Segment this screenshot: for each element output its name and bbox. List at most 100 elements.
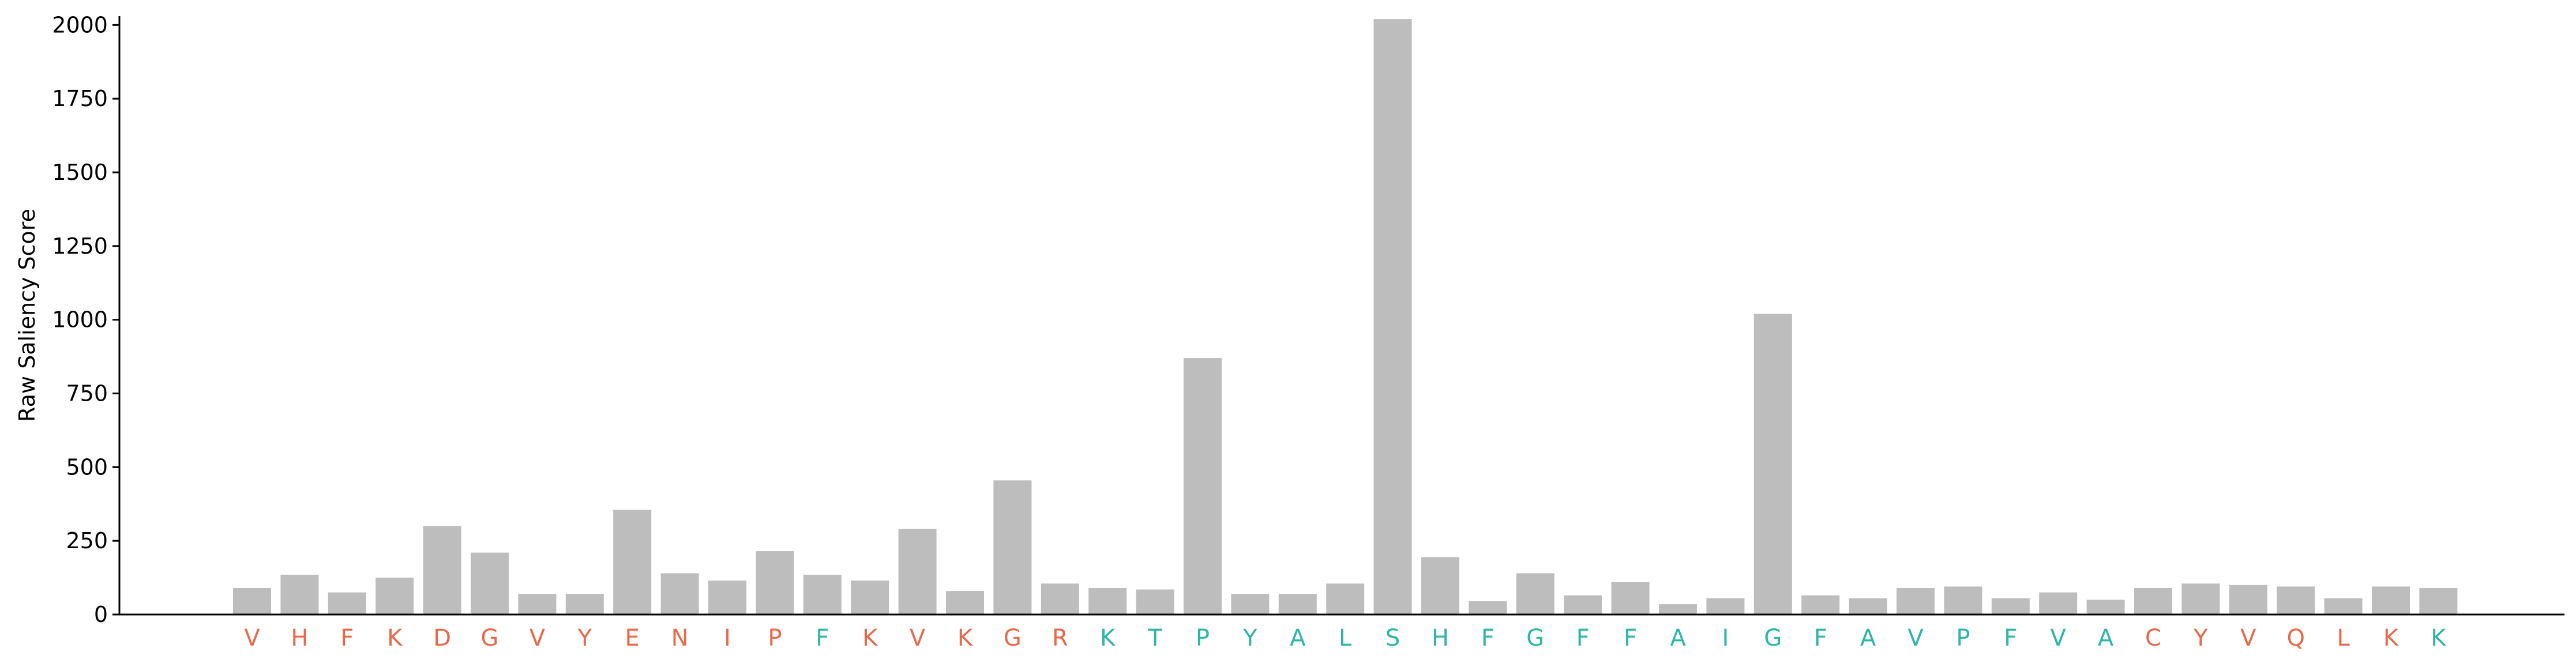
bar	[2134, 587, 2172, 615]
bar	[1041, 583, 1079, 615]
bar	[2372, 586, 2410, 615]
bar	[2181, 583, 2220, 615]
x-category-label: C	[2145, 625, 2161, 651]
x-category-label: F	[2004, 625, 2017, 651]
x-category-label: T	[1147, 625, 1162, 651]
x-category-label: V	[530, 625, 546, 651]
x-category-label: N	[671, 625, 689, 651]
x-category-label: G	[1004, 625, 1022, 651]
bar	[1373, 19, 1412, 615]
bar	[898, 529, 937, 615]
x-category-label: V	[244, 625, 260, 651]
bar	[946, 591, 984, 615]
x-category-label: G	[1764, 625, 1782, 651]
bar	[1184, 358, 1222, 615]
y-tick-label: 1500	[52, 160, 108, 185]
bar	[756, 551, 794, 615]
x-category-label: P	[1956, 625, 1970, 651]
bar	[518, 594, 557, 615]
y-tick-label: 1000	[52, 307, 108, 333]
x-category-label: V	[2240, 625, 2256, 651]
bar	[660, 573, 699, 615]
bar	[1611, 582, 1650, 615]
bar	[1564, 595, 1602, 615]
x-category-label: P	[768, 625, 782, 651]
bar	[708, 580, 746, 615]
bar	[328, 592, 366, 615]
x-category-label: Y	[577, 625, 592, 651]
x-category-label: A	[2098, 625, 2114, 651]
x-category-label: I	[1722, 625, 1729, 651]
bar	[1516, 573, 1554, 615]
x-category-label: Q	[2286, 625, 2304, 651]
y-tick-label: 0	[94, 602, 108, 627]
x-category-label: F	[340, 625, 354, 651]
bar	[1278, 594, 1317, 615]
bar	[1706, 598, 1745, 615]
bar	[565, 594, 604, 615]
x-category-label: A	[1290, 625, 1306, 651]
y-tick-label: 250	[66, 528, 108, 553]
bar	[1849, 598, 1887, 615]
x-category-label: V	[2051, 625, 2067, 651]
bar	[803, 574, 842, 615]
x-category-label: V	[910, 625, 926, 651]
y-tick-label: 1250	[52, 233, 108, 259]
y-tick-label: 2000	[52, 12, 108, 37]
x-category-label: R	[1052, 625, 1068, 651]
x-category-label: G	[481, 625, 499, 651]
x-category-label: H	[1432, 625, 1449, 651]
bar	[1088, 587, 1127, 615]
bar	[1897, 587, 1935, 615]
x-category-label: K	[2383, 625, 2399, 651]
x-category-label: K	[862, 625, 878, 651]
x-category-label: Y	[1242, 625, 1257, 651]
bar	[613, 510, 652, 615]
bar	[280, 574, 319, 615]
x-category-label: G	[1526, 625, 1544, 651]
bar	[2419, 587, 2458, 615]
bar	[2086, 600, 2125, 615]
x-category-label: Y	[2193, 625, 2208, 651]
bar	[2039, 592, 2078, 615]
bar	[2324, 598, 2363, 615]
bar	[1231, 594, 1270, 615]
bar	[423, 526, 461, 615]
bar	[1991, 598, 2030, 615]
x-category-label: F	[1481, 625, 1494, 651]
bar	[471, 552, 509, 615]
x-category-label: K	[1100, 625, 1116, 651]
x-category-label: K	[957, 625, 974, 651]
bar	[233, 587, 271, 615]
bar	[1659, 604, 1697, 615]
x-category-label: K	[2431, 625, 2447, 651]
x-category-label: E	[625, 625, 640, 651]
x-category-label: F	[1814, 625, 1827, 651]
x-category-label: P	[1196, 625, 1210, 651]
bar	[1326, 583, 1365, 615]
bar	[851, 580, 889, 615]
bar	[375, 578, 414, 615]
x-category-label: H	[291, 625, 308, 651]
bar	[1469, 601, 1507, 615]
bar	[1801, 595, 1840, 615]
x-category-label: F	[1576, 625, 1590, 651]
bar	[993, 480, 1032, 615]
x-category-label: F	[1624, 625, 1637, 651]
y-axis-title: Raw Saliency Score	[14, 209, 40, 422]
y-tick-label: 1750	[52, 86, 108, 111]
bar	[2229, 585, 2267, 615]
bar	[1136, 589, 1174, 615]
x-category-label: V	[1907, 625, 1924, 651]
x-category-label: L	[1339, 625, 1352, 651]
bar	[1753, 314, 1792, 615]
bars-group	[233, 19, 2458, 615]
x-category-label: I	[724, 625, 731, 651]
x-category-label: D	[433, 625, 451, 651]
bar	[1944, 586, 1982, 615]
y-tick-label: 750	[66, 381, 108, 406]
x-category-label: K	[387, 625, 403, 651]
x-category-label: S	[1385, 625, 1400, 651]
